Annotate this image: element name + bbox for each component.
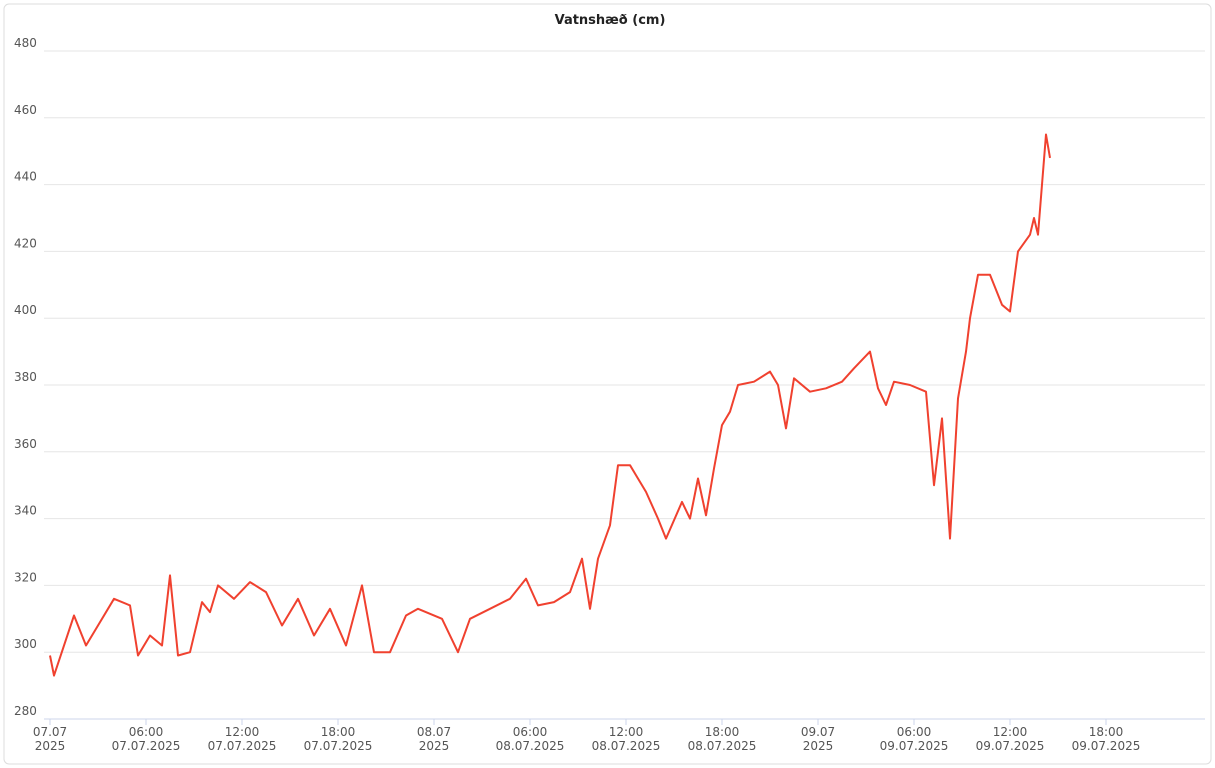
x-tick-label: 12:00 <box>609 725 644 739</box>
x-tick-label: 18:00 <box>321 725 356 739</box>
x-tick-label: 08.07 <box>417 725 451 739</box>
x-tick-label: 09.07.2025 <box>1072 739 1141 753</box>
y-tick-label: 420 <box>14 236 37 250</box>
x-tick-label: 12:00 <box>993 725 1028 739</box>
data-line <box>49 133 1051 677</box>
x-tick-label: 2025 <box>35 739 66 753</box>
y-tick-label: 400 <box>14 303 37 317</box>
y-tick-label: 300 <box>14 637 37 651</box>
x-tick-label: 06:00 <box>897 725 932 739</box>
x-tick-label: 18:00 <box>1089 725 1124 739</box>
y-tick-label: 340 <box>14 504 37 518</box>
chart-frame <box>3 3 1212 765</box>
x-tick-label: 07.07.2025 <box>304 739 373 753</box>
y-tick-label: 440 <box>14 170 37 184</box>
y-tick-label: 280 <box>14 704 37 718</box>
x-tick-label: 08.07.2025 <box>496 739 565 753</box>
x-tick-label: 06:00 <box>513 725 548 739</box>
y-tick-label: 360 <box>14 437 37 451</box>
x-tick-label: 09.07 <box>801 725 835 739</box>
y-tick-label: 380 <box>14 370 37 384</box>
x-tick-label: 2025 <box>419 739 450 753</box>
y-tick-label: 320 <box>14 570 37 584</box>
y-tick-label: 460 <box>14 103 37 117</box>
x-tick-label: 2025 <box>803 739 834 753</box>
x-tick-label: 12:00 <box>225 725 260 739</box>
chart-title: Vatnshæð (cm) <box>555 13 666 28</box>
x-tick-label: 09.07.2025 <box>976 739 1045 753</box>
x-tick-label: 07.07 <box>33 725 67 739</box>
x-tick-label: 08.07.2025 <box>688 739 757 753</box>
x-tick-label: 09.07.2025 <box>880 739 949 753</box>
x-tick-label: 18:00 <box>705 725 740 739</box>
y-tick-label: 480 <box>14 36 37 50</box>
x-tick-label: 06:00 <box>129 725 164 739</box>
x-tick-label: 07.07.2025 <box>112 739 181 753</box>
x-tick-label: 08.07.2025 <box>592 739 661 753</box>
x-tick-label: 07.07.2025 <box>208 739 277 753</box>
